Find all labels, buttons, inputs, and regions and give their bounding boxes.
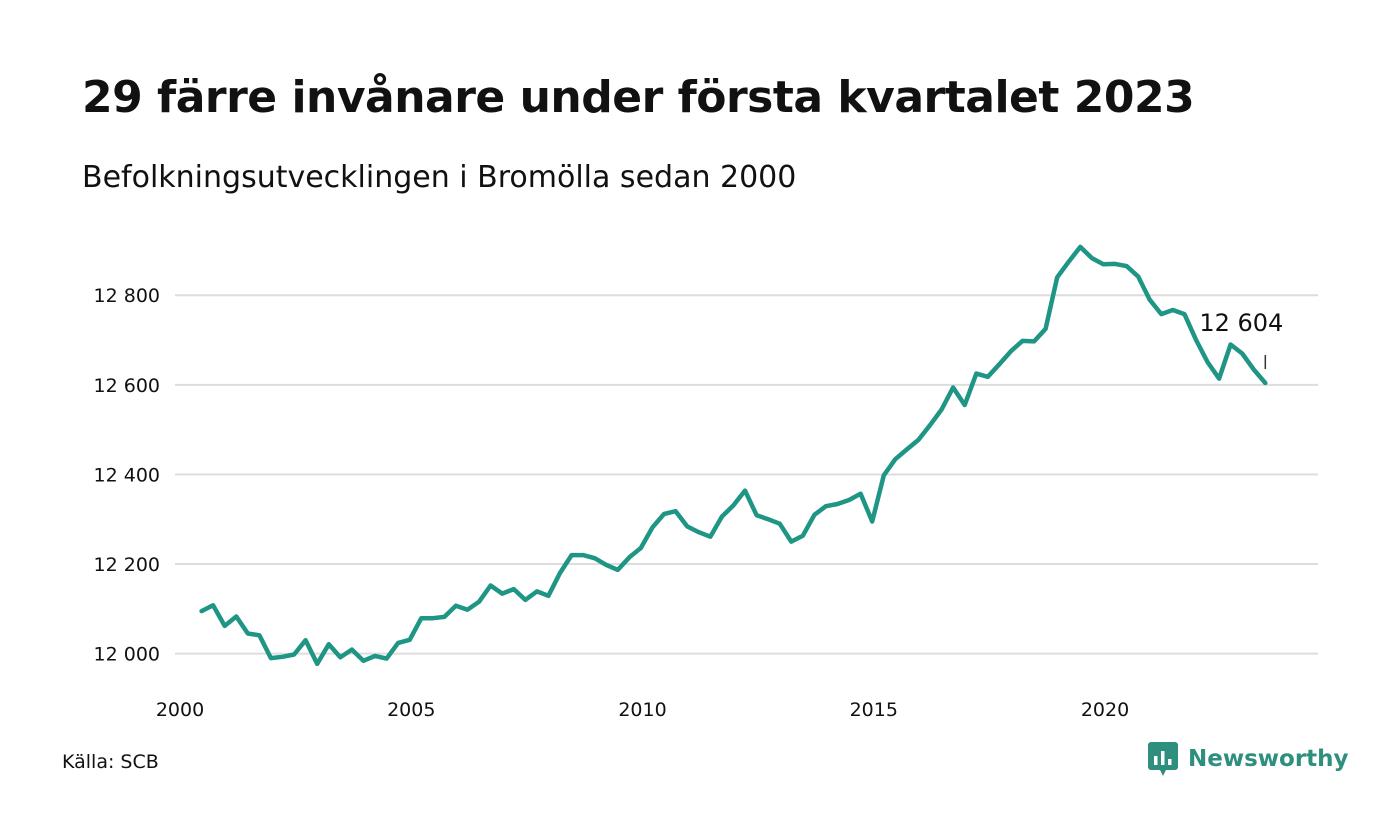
x-axis-ticks: 2000 2005 2010 2015 2020 <box>156 699 1129 721</box>
y-tick-label: 12 400 <box>94 464 160 486</box>
chart-title: 29 färre invånare under första kvartalet… <box>82 72 1195 123</box>
y-tick-label: 12 000 <box>94 644 160 666</box>
brand-name: Newsworthy <box>1188 746 1349 772</box>
y-tick-label: 12 800 <box>94 285 160 307</box>
series-layer <box>199 244 1268 667</box>
chart-subtitle: Befolkningsutvecklingen i Bromölla sedan… <box>82 160 797 195</box>
x-tick-label: 2010 <box>618 699 666 721</box>
y-tick-label: 12 200 <box>94 554 160 576</box>
series-line <box>199 244 1268 667</box>
end-value-label: 12 604 <box>1199 309 1283 337</box>
newsworthy-logo-icon <box>1148 742 1178 776</box>
y-axis-ticks: 12 000 12 200 12 400 12 600 12 800 <box>94 285 160 665</box>
x-tick-label: 2000 <box>156 699 204 721</box>
source-note: Källa: SCB <box>62 751 159 773</box>
x-tick-label: 2020 <box>1081 699 1129 721</box>
y-tick-label: 12 600 <box>94 375 160 397</box>
brand-logo: Newsworthy <box>1148 742 1349 776</box>
gridlines <box>175 294 1318 655</box>
x-tick-label: 2015 <box>850 699 898 721</box>
end-label-layer: 12 604 <box>1199 309 1283 370</box>
x-tick-label: 2005 <box>387 699 435 721</box>
